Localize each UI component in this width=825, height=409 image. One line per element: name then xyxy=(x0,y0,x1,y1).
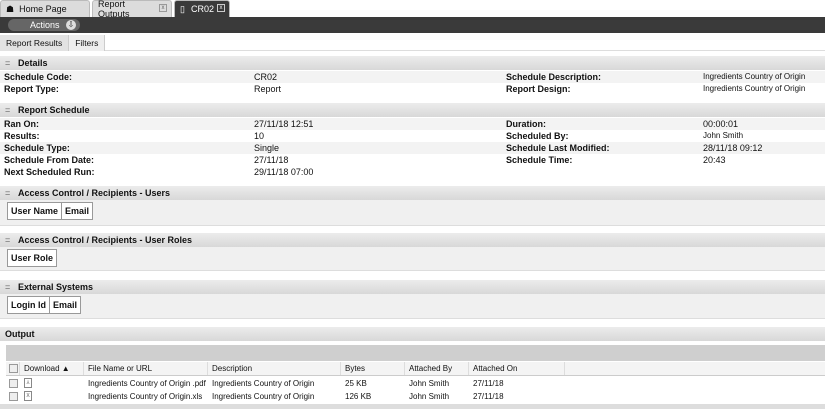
section-title: External Systems xyxy=(18,282,94,292)
output-table-header: Download ▲ File Name or URL Description … xyxy=(6,362,825,376)
collapse-icon[interactable]: = xyxy=(5,235,11,245)
tab-label: Home Page xyxy=(19,4,67,14)
attached-by: John Smith xyxy=(409,391,450,401)
toolbar: Actions ⇩ xyxy=(0,17,825,33)
row-checkbox[interactable] xyxy=(9,378,18,388)
results-value: 10 xyxy=(254,131,265,141)
column-download[interactable]: Download ▲ xyxy=(20,362,84,375)
file-name[interactable]: Ingredients Country of Origin.xls xyxy=(88,391,203,401)
column-email[interactable]: Email xyxy=(65,206,90,216)
column-bytes[interactable]: Bytes xyxy=(341,362,405,375)
collapse-icon[interactable]: = xyxy=(5,105,11,115)
xls-icon[interactable]: X xyxy=(24,391,32,401)
actions-label: Actions xyxy=(30,20,60,30)
duration-value: 00:00:01 xyxy=(703,119,739,129)
attached-on: 27/11/18 xyxy=(473,378,504,388)
column-user-role[interactable]: User Role xyxy=(11,253,54,263)
home-icon: ☗ xyxy=(6,3,15,14)
duration-label: Duration: xyxy=(506,119,546,129)
actions-button[interactable]: Actions ⇩ xyxy=(8,19,80,31)
column-email[interactable]: Email xyxy=(53,300,78,310)
attached-on: 27/11/18 xyxy=(473,391,504,401)
report-schedule-header[interactable]: = Report Schedule xyxy=(0,103,825,117)
tab-cr02[interactable]: ▯ CR02 x xyxy=(174,0,230,17)
tab-label: Report Outputs xyxy=(98,0,130,19)
subtabs: Report Results Filters xyxy=(0,35,825,51)
collapse-icon[interactable]: = xyxy=(5,188,11,198)
column-user-name[interactable]: User Name xyxy=(8,203,63,219)
tab-bar: ☗ Home Page Report Outputs x ▯ CR02 x xyxy=(0,0,825,19)
section-title: Details xyxy=(18,58,48,68)
tab-home-page[interactable]: ☗ Home Page xyxy=(0,0,90,17)
document-icon: ▯ xyxy=(180,3,185,14)
external-systems-header[interactable]: = External Systems xyxy=(0,280,825,294)
arrow-down-icon: ⇩ xyxy=(66,20,76,30)
section-title: Report Schedule xyxy=(18,105,90,115)
tab-label: CR02 xyxy=(190,4,214,14)
users-header[interactable]: = Access Control / Recipients - Users xyxy=(0,186,825,200)
external-table-header: Login Id Email xyxy=(7,296,82,314)
next-run-value: 29/11/18 07:00 xyxy=(254,167,314,177)
schedule-time-value: 20:43 xyxy=(703,155,726,165)
report-design-value: Ingredients Country of Origin xyxy=(703,84,806,93)
schedule-description-value: Ingredients Country of Origin xyxy=(703,72,806,81)
column-attached-by[interactable]: Attached By xyxy=(405,362,469,375)
collapse-icon[interactable]: = xyxy=(5,282,11,292)
schedule-from-label: Schedule From Date: xyxy=(4,155,95,165)
section-title: Output xyxy=(5,329,35,339)
section-title: Access Control / Recipients - User Roles xyxy=(18,235,193,245)
user-roles-header[interactable]: = Access Control / Recipients - User Role… xyxy=(0,233,825,247)
column-description[interactable]: Description xyxy=(208,362,341,375)
tab-filters[interactable]: Filters xyxy=(69,35,106,51)
table-row: ⅄ Ingredients Country of Origin .pdf Ing… xyxy=(6,376,825,390)
column-login-id[interactable]: Login Id xyxy=(8,297,50,313)
schedule-code-value: CR02 xyxy=(254,72,278,82)
schedule-time-label: Schedule Time: xyxy=(506,155,573,165)
select-all-checkbox[interactable] xyxy=(9,364,18,373)
schedule-from-value: 27/11/18 xyxy=(254,155,289,165)
output-toolbar xyxy=(6,345,825,361)
tab-report-results[interactable]: Report Results xyxy=(0,35,70,51)
pdf-icon[interactable]: ⅄ xyxy=(24,378,32,388)
report-design-label: Report Design: xyxy=(506,84,571,94)
users-table-header: User Name Email xyxy=(7,202,94,220)
roles-table-header: User Role xyxy=(7,249,58,267)
table-row: X Ingredients Country of Origin.xls Ingr… xyxy=(6,389,825,403)
results-label: Results: xyxy=(4,131,40,141)
bytes: 25 KB xyxy=(345,378,367,388)
ran-on-label: Ran On: xyxy=(4,119,39,129)
report-type-label: Report Type: xyxy=(4,84,59,94)
schedule-code-label: Schedule Code: xyxy=(4,72,73,82)
close-icon[interactable]: x xyxy=(159,4,167,12)
collapse-icon[interactable]: = xyxy=(5,58,11,68)
last-modified-value: 28/11/18 09:12 xyxy=(703,143,763,153)
description: Ingredients Country of Origin xyxy=(212,378,315,388)
section-title: Access Control / Recipients - Users xyxy=(18,188,171,198)
schedule-type-value: Single xyxy=(254,143,280,153)
schedule-description-label: Schedule Description: xyxy=(506,72,602,82)
bytes: 126 KB xyxy=(345,391,372,401)
close-icon[interactable]: x xyxy=(217,4,225,12)
details-header[interactable]: = Details xyxy=(0,56,825,70)
column-file-name[interactable]: File Name or URL xyxy=(84,362,208,375)
description: Ingredients Country of Origin xyxy=(212,391,315,401)
report-type-value: Report xyxy=(254,84,282,94)
schedule-type-label: Schedule Type: xyxy=(4,143,70,153)
column-attached-on[interactable]: Attached On xyxy=(469,362,565,375)
output-header: Output xyxy=(0,327,825,341)
ran-on-value: 27/11/18 12:51 xyxy=(254,119,314,129)
attached-by: John Smith xyxy=(409,378,450,388)
last-modified-label: Schedule Last Modified: xyxy=(506,143,610,153)
row-checkbox[interactable] xyxy=(9,391,18,401)
next-run-label: Next Scheduled Run: xyxy=(4,167,95,177)
file-name[interactable]: Ingredients Country of Origin .pdf xyxy=(88,378,206,388)
scheduled-by-value: John Smith xyxy=(703,131,744,140)
scheduled-by-label: Scheduled By: xyxy=(506,131,569,141)
tab-report-outputs[interactable]: Report Outputs x xyxy=(92,0,172,19)
